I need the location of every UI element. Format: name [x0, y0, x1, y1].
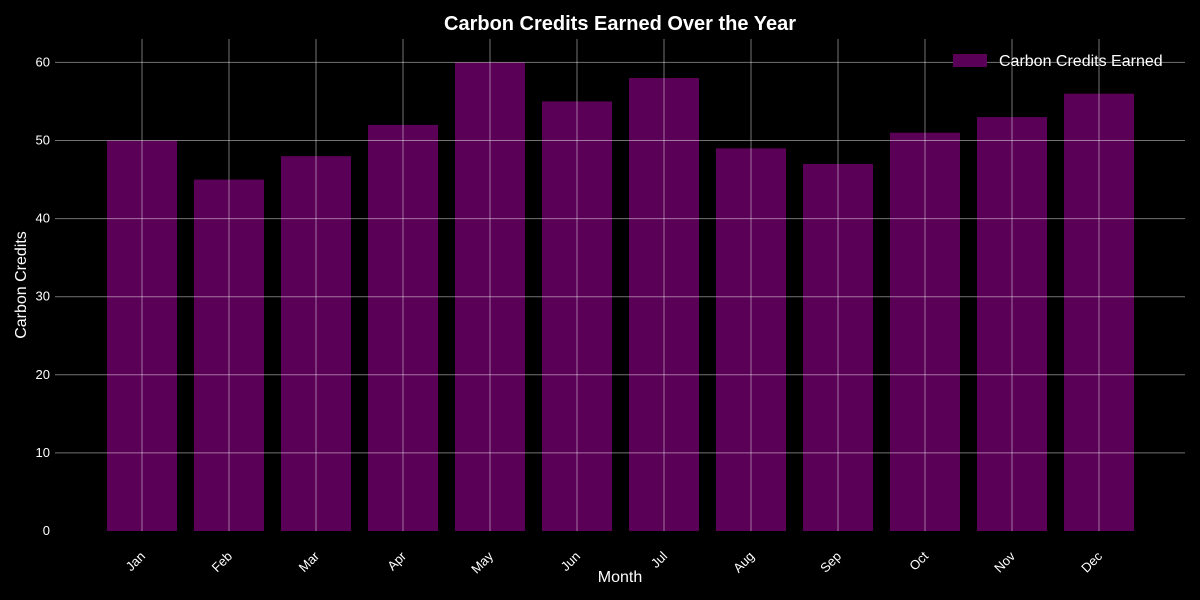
legend-swatch	[953, 54, 987, 67]
bar-nov	[977, 117, 1047, 531]
y-tick-label: 50	[36, 133, 50, 148]
chart-title: Carbon Credits Earned Over the Year	[444, 13, 796, 35]
bar-feb	[194, 179, 264, 532]
bar-oct	[890, 132, 960, 531]
x-axis-label: Month	[598, 569, 642, 586]
bar-dec	[1064, 93, 1134, 532]
y-tick-label: 30	[36, 289, 50, 304]
y-tick-label: 0	[43, 523, 50, 538]
bar-sep	[803, 163, 873, 531]
y-tick-label: 60	[36, 54, 50, 69]
bar-may	[455, 62, 525, 532]
bars-group	[107, 62, 1134, 532]
y-tick-label: 20	[36, 367, 50, 382]
y-axis-label: Carbon Credits	[13, 231, 30, 339]
bar-aug	[716, 148, 786, 532]
bar-mar	[281, 156, 351, 531]
grid-group	[55, 39, 1185, 531]
legend: Carbon Credits Earned	[953, 53, 1163, 70]
bar-jun	[542, 101, 612, 531]
y-tick-label: 40	[36, 211, 50, 226]
legend-label: Carbon Credits Earned	[999, 53, 1163, 70]
bar-jul	[629, 78, 699, 532]
bar-jan	[107, 140, 177, 531]
bar-apr	[368, 124, 438, 532]
y-tick-label: 10	[36, 445, 50, 460]
y-tick-labels: 0 10 20 30 40 50 60	[36, 54, 50, 538]
